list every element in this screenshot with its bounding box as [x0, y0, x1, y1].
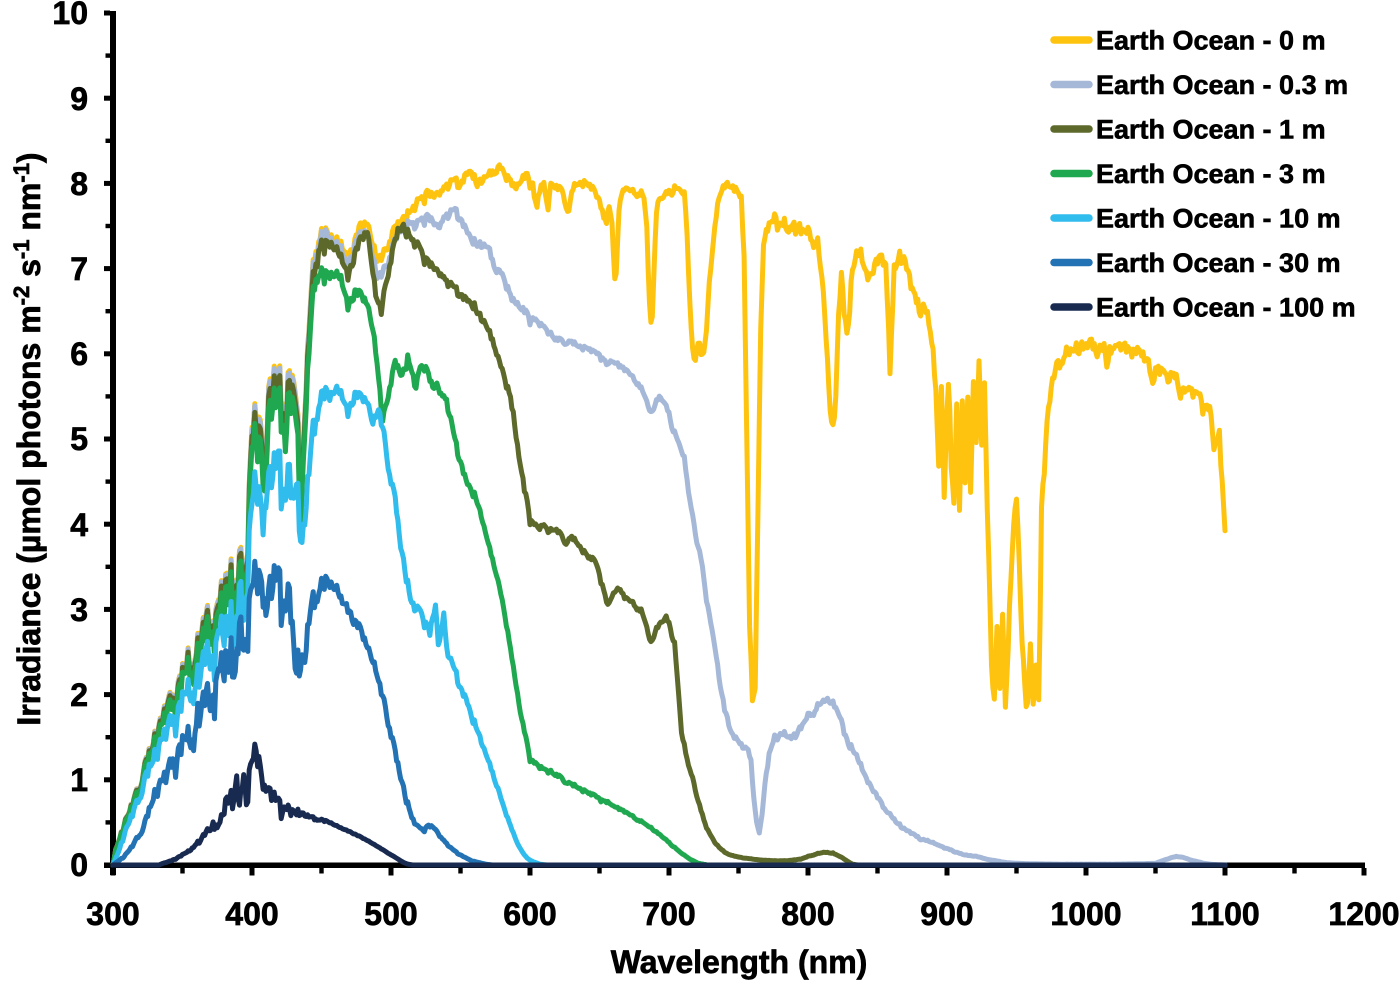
svg-text:Irradiance (µmol photons m-2 s: Irradiance (µmol photons m-2 s-1 nm-1)	[9, 152, 47, 725]
svg-text:1: 1	[70, 762, 88, 798]
svg-text:Earth Ocean - 3 m: Earth Ocean - 3 m	[1096, 159, 1326, 189]
svg-text:Earth Ocean - 0 m: Earth Ocean - 0 m	[1096, 26, 1326, 56]
svg-text:900: 900	[920, 896, 973, 932]
svg-text:Earth Ocean - 0.3 m: Earth Ocean - 0.3 m	[1096, 70, 1348, 100]
svg-text:4: 4	[70, 507, 88, 543]
svg-text:Earth Ocean - 1 m: Earth Ocean - 1 m	[1096, 115, 1326, 145]
svg-text:500: 500	[364, 896, 417, 932]
svg-text:9: 9	[70, 81, 88, 117]
svg-text:400: 400	[225, 896, 278, 932]
svg-text:Earth Ocean - 10 m: Earth Ocean - 10 m	[1096, 204, 1341, 234]
svg-text:Earth Ocean - 100 m: Earth Ocean - 100 m	[1096, 293, 1356, 323]
svg-text:3: 3	[70, 592, 88, 628]
svg-text:6: 6	[70, 336, 88, 372]
svg-text:2: 2	[70, 677, 88, 713]
svg-text:1000: 1000	[1050, 896, 1121, 932]
svg-text:Wavelength (nm): Wavelength (nm)	[611, 944, 868, 980]
svg-text:Earth Ocean - 30 m: Earth Ocean - 30 m	[1096, 248, 1341, 278]
svg-text:7: 7	[70, 251, 88, 287]
svg-text:700: 700	[642, 896, 695, 932]
svg-text:0: 0	[70, 847, 88, 883]
svg-text:8: 8	[70, 166, 88, 202]
svg-text:300: 300	[86, 896, 139, 932]
svg-text:5: 5	[70, 421, 88, 457]
svg-text:800: 800	[781, 896, 834, 932]
svg-text:1100: 1100	[1190, 896, 1259, 932]
svg-text:600: 600	[503, 896, 556, 932]
svg-text:10: 10	[52, 0, 88, 31]
svg-text:1200: 1200	[1328, 896, 1399, 932]
